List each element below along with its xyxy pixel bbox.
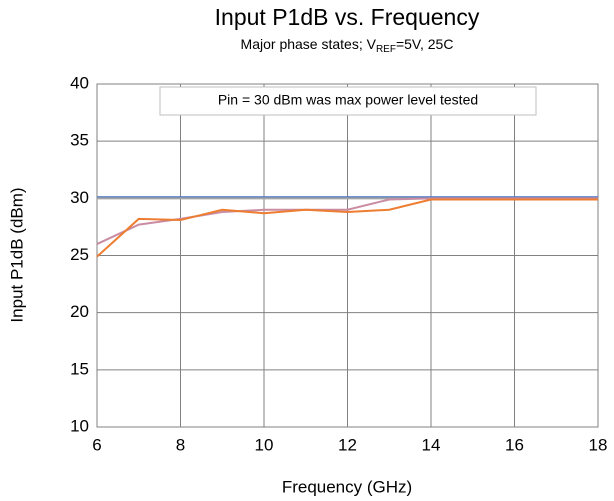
y-tick-label: 15 bbox=[70, 359, 89, 378]
y-tick-label: 10 bbox=[70, 416, 89, 435]
chart-title: Input P1dB vs. Frequency bbox=[215, 4, 480, 30]
subtitle-subscript: REF bbox=[376, 44, 396, 55]
x-tick-label: 18 bbox=[589, 435, 608, 454]
subtitle-prefix: Major phase states; V bbox=[241, 36, 377, 52]
subtitle-suffix: =5V, 25C bbox=[396, 36, 453, 52]
chart-subtitle: Major phase states; VREF=5V, 25C bbox=[241, 36, 454, 55]
annotation-box bbox=[159, 86, 537, 116]
y-tick-label: 35 bbox=[70, 131, 89, 150]
x-tick-label: 10 bbox=[255, 435, 274, 454]
x-tick-label: 6 bbox=[92, 435, 101, 454]
y-tick-label: 25 bbox=[70, 245, 89, 264]
series-line bbox=[96, 198, 598, 258]
y-tick-label: 30 bbox=[70, 188, 89, 207]
x-axis-label: Frequency (GHz) bbox=[282, 477, 412, 496]
x-tick-label: 8 bbox=[176, 435, 185, 454]
annotation: Pin = 30 dBm was max power level tested bbox=[218, 92, 478, 108]
series-line bbox=[96, 197, 598, 245]
x-tick-label: 14 bbox=[422, 435, 441, 454]
y-tick-label: 40 bbox=[70, 73, 89, 92]
x-tick-label: 12 bbox=[338, 435, 357, 454]
y-axis-label: Input P1dB (dBm) bbox=[7, 187, 26, 322]
y-tick-label: 20 bbox=[70, 302, 89, 321]
x-tick-label: 16 bbox=[505, 435, 524, 454]
